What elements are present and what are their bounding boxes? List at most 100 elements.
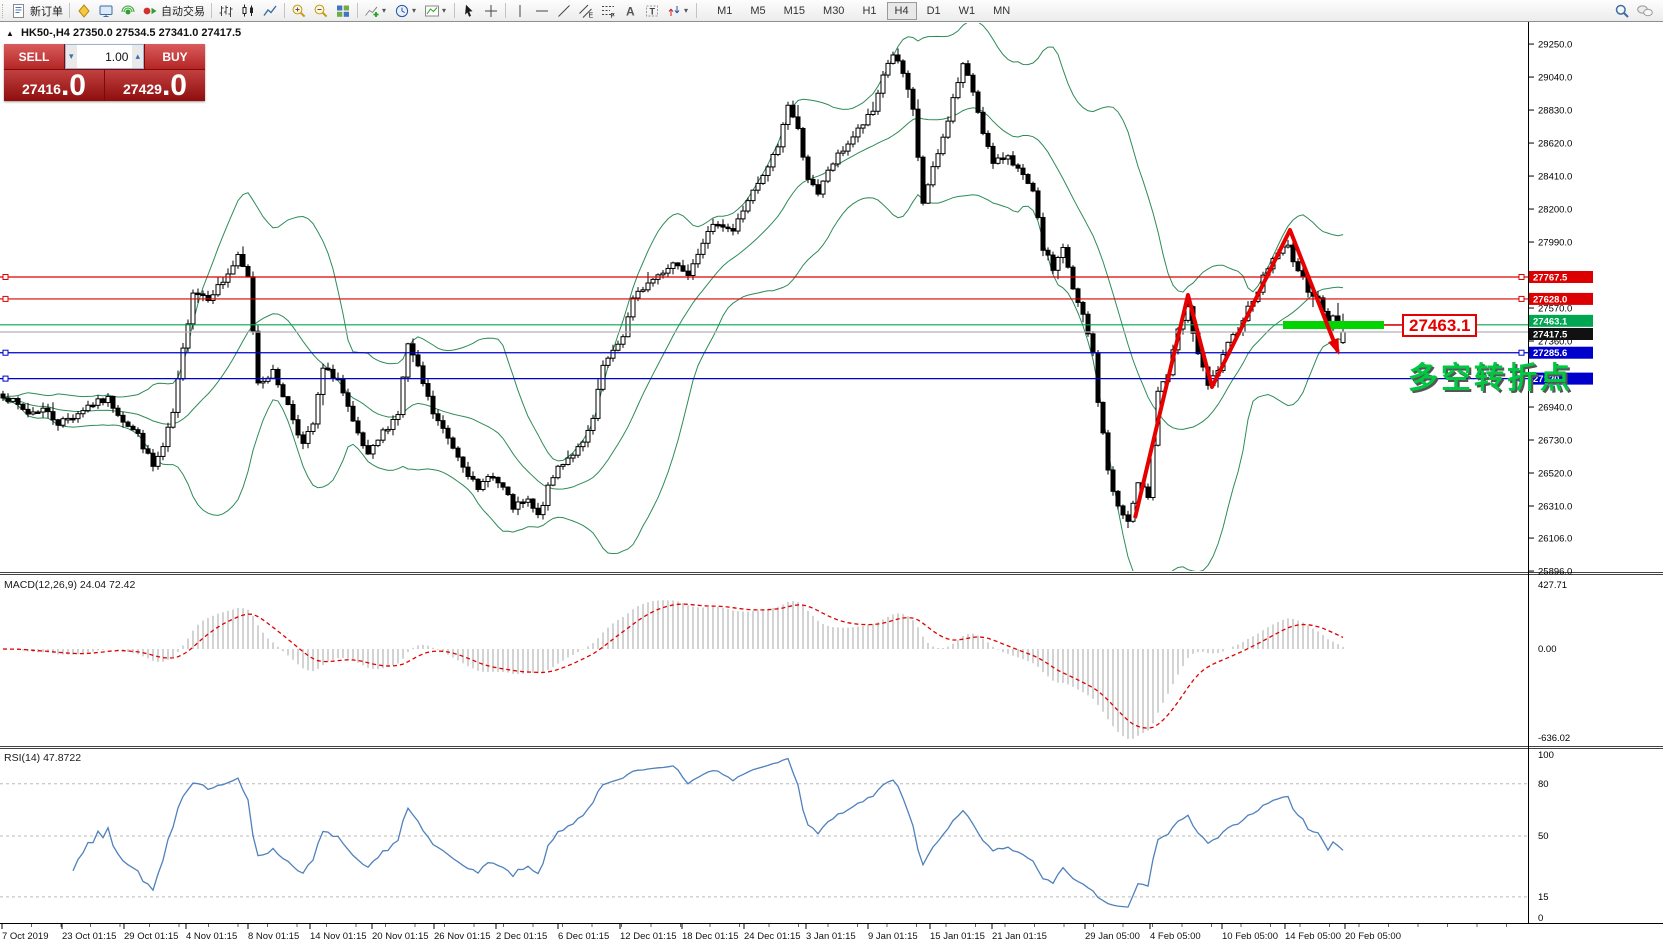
tf-button-w1[interactable]: W1 [951, 2, 984, 20]
svg-text:29 Jan 05:00: 29 Jan 05:00 [1085, 931, 1140, 942]
collapse-panel-icon[interactable]: ▲ [6, 29, 14, 38]
svg-text:26940.0: 26940.0 [1538, 403, 1572, 414]
timeframe-group: M1 M5 M15 M30 H1 H4 D1 W1 MN [708, 1, 1019, 20]
period-button[interactable]: ▾ [391, 1, 421, 21]
tf-button-h4[interactable]: H4 [886, 1, 917, 20]
tf-button-h1[interactable]: H1 [854, 2, 884, 20]
horizontal-line-tool-button[interactable] [531, 1, 553, 21]
bar-chart-icon [219, 5, 233, 17]
separator [284, 3, 285, 18]
svg-text:50: 50 [1538, 831, 1549, 842]
chart-header: ▲ HK50-,H4 27350.0 27534.5 27341.0 27417… [6, 27, 241, 39]
svg-text:28200.0: 28200.0 [1538, 205, 1572, 216]
svg-text:8 Nov 01:15: 8 Nov 01:15 [248, 931, 299, 942]
sell-button[interactable]: SELL [4, 44, 64, 69]
volume-increase-button[interactable]: ▴ [132, 45, 143, 68]
tf-button-m15[interactable]: M15 [776, 2, 813, 20]
svg-text:26 Nov 01:15: 26 Nov 01:15 [434, 931, 491, 942]
search-button[interactable] [1611, 1, 1633, 21]
level-price-flag[interactable]: 27463.1 [1402, 314, 1478, 337]
cursor-tool-button[interactable] [458, 1, 480, 21]
add-indicator-caret[interactable]: ▾ [382, 6, 387, 15]
fibonacci-tool-button[interactable]: F [597, 1, 619, 21]
zoom-out-icon [314, 4, 328, 17]
new-order-button[interactable]: 新订单 [8, 1, 66, 21]
tile-windows-icon [337, 5, 349, 17]
macd-label: MACD(12,26,9) 24.04 72.42 [4, 579, 136, 591]
tf-button-m5[interactable]: M5 [742, 2, 773, 20]
zoom-out-button[interactable] [310, 1, 332, 21]
svg-text:29040.0: 29040.0 [1538, 73, 1572, 84]
broadcast-button[interactable] [117, 1, 139, 21]
chat-button[interactable] [1633, 1, 1657, 21]
tf-button-mn[interactable]: MN [985, 2, 1018, 20]
tf-button-d1[interactable]: D1 [919, 2, 949, 20]
svg-text:28410.0: 28410.0 [1538, 172, 1572, 183]
svg-text:80: 80 [1538, 779, 1549, 790]
svg-text:0.00: 0.00 [1538, 644, 1557, 655]
channel-tool-button[interactable]: E [575, 1, 597, 21]
sell-price[interactable]: 27416.0 [4, 70, 104, 101]
svg-text:29 Oct 01:15: 29 Oct 01:15 [124, 931, 178, 942]
autotrading-icon [143, 7, 157, 14]
label-icon: T [646, 5, 659, 16]
crosshair-icon [485, 4, 498, 17]
svg-text:3 Jan 01:15: 3 Jan 01:15 [806, 931, 856, 942]
arrows-icon [668, 5, 680, 16]
add-indicator-button[interactable]: ▾ [361, 1, 391, 21]
clock-icon [395, 4, 409, 17]
svg-text:T: T [650, 6, 656, 16]
svg-text:27463.1: 27463.1 [1533, 316, 1568, 327]
svg-text:14 Nov 01:15: 14 Nov 01:15 [310, 931, 367, 942]
separator [505, 3, 507, 18]
volume-decrease-button[interactable]: ▾ [66, 45, 77, 68]
zoom-in-icon [292, 4, 306, 17]
label-tool-button[interactable]: T [641, 1, 663, 21]
svg-text:26730.0: 26730.0 [1538, 436, 1572, 447]
price-chart-canvas[interactable]: 29250.0 29040.0 28830.0 28620.0 28410.0 28200… [0, 22, 1663, 945]
volume-box: ▾ ▴ [65, 44, 144, 69]
autotrading-button[interactable]: 自动交易 [139, 1, 208, 21]
svg-text:2 Dec 01:15: 2 Dec 01:15 [496, 931, 547, 942]
text-tool-button[interactable]: A [619, 1, 641, 21]
svg-text:A: A [626, 4, 635, 18]
template-caret[interactable]: ▾ [442, 6, 447, 15]
period-caret[interactable]: ▾ [412, 6, 417, 15]
chat-icon [1637, 4, 1653, 16]
vertical-line-tool-button[interactable] [509, 1, 531, 21]
svg-text:24 Dec 01:15: 24 Dec 01:15 [744, 931, 801, 942]
svg-text:20 Nov 01:15: 20 Nov 01:15 [372, 931, 429, 942]
svg-text:427.71: 427.71 [1538, 580, 1567, 591]
svg-text:27990.0: 27990.0 [1538, 238, 1572, 249]
svg-text:20 Feb 05:00: 20 Feb 05:00 [1345, 931, 1401, 942]
metaeditor-button[interactable] [73, 1, 95, 21]
tf-button-m1[interactable]: M1 [709, 2, 740, 20]
zoom-in-button[interactable] [288, 1, 310, 21]
autotrading-label: 自动交易 [161, 5, 205, 18]
annotation-note[interactable]: 多空转折点 [1408, 362, 1573, 395]
terminal-button[interactable] [95, 1, 117, 21]
svg-text:27767.5: 27767.5 [1533, 272, 1568, 283]
bar-chart-button[interactable] [215, 1, 237, 21]
crosshair-tool-button[interactable] [480, 1, 502, 21]
arrows-tool-button[interactable]: ▾ [663, 1, 693, 21]
arrows-caret[interactable]: ▾ [684, 6, 689, 15]
buy-button[interactable]: BUY [145, 44, 205, 69]
candlestick-chart-button[interactable] [237, 1, 259, 21]
template-button[interactable]: ▾ [421, 1, 451, 21]
buy-price[interactable]: 27429.0 [105, 70, 205, 101]
tf-button-m30[interactable]: M30 [815, 2, 852, 20]
trendline-tool-button[interactable] [553, 1, 575, 21]
svg-text:10 Feb 05:00: 10 Feb 05:00 [1222, 931, 1278, 942]
volume-input[interactable] [76, 45, 133, 68]
svg-text:26310.0: 26310.0 [1538, 502, 1572, 513]
channel-icon: E [579, 4, 594, 19]
new-order-icon [13, 3, 24, 18]
line-chart-button[interactable] [259, 1, 281, 21]
tile-windows-button[interactable] [332, 1, 354, 21]
fibonacci-icon: F [602, 5, 615, 19]
trendline-icon [558, 4, 570, 17]
svg-text:0: 0 [1538, 913, 1543, 924]
broadcast-icon [121, 5, 135, 14]
svg-text:14 Feb 05:00: 14 Feb 05:00 [1285, 931, 1341, 942]
